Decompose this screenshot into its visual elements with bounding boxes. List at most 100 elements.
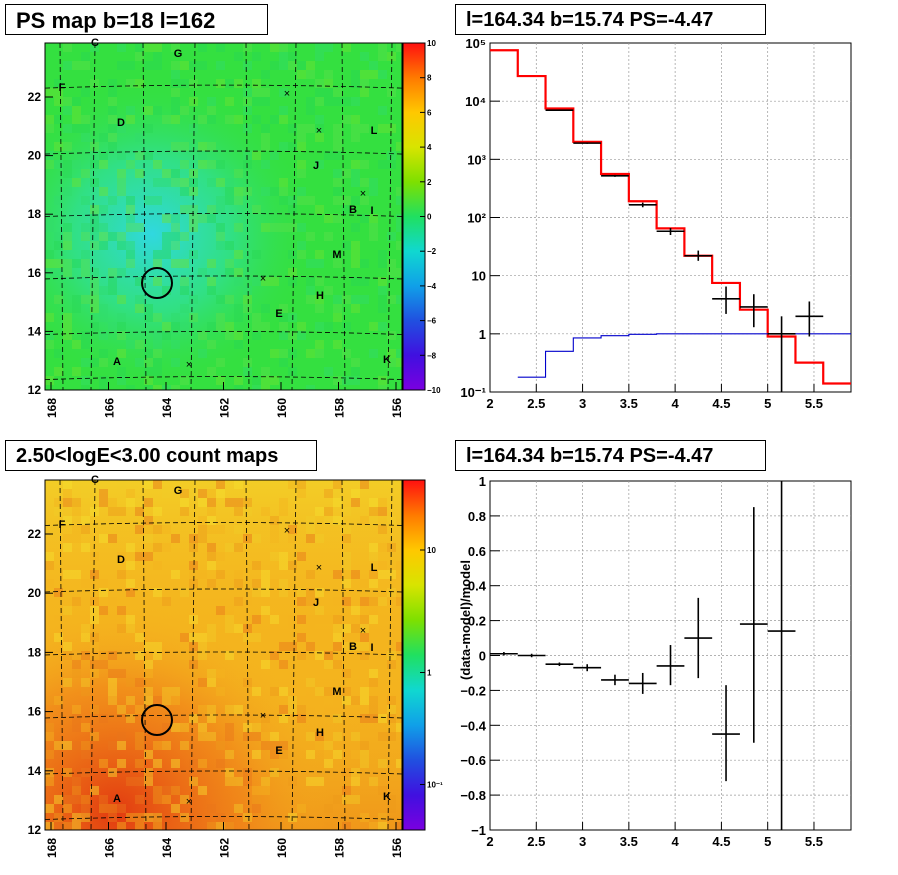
source-cross-marker: ×: [186, 359, 192, 371]
source-cross-marker: ×: [316, 125, 322, 137]
map-pixel: [108, 232, 117, 241]
map-pixel: [234, 507, 243, 516]
colorbar-tick-label: 10⁻¹: [427, 781, 443, 790]
map-pixel: [117, 331, 126, 340]
map-pixel: [243, 534, 252, 543]
map-pixel: [216, 376, 225, 385]
map-pixel: [153, 43, 162, 52]
map-pixel: [117, 705, 126, 714]
map-pixel: [99, 714, 108, 723]
map-pixel: [351, 277, 360, 286]
map-pixel: [360, 813, 369, 822]
map-pixel: [135, 678, 144, 687]
map-pixel: [270, 525, 279, 534]
map-pixel: [252, 79, 261, 88]
map-pixel: [108, 106, 117, 115]
map-pixel: [72, 597, 81, 606]
map-pixel: [351, 696, 360, 705]
map-pixel: [216, 223, 225, 232]
map-pixel: [99, 651, 108, 660]
map-pixel: [99, 489, 108, 498]
map-pixel: [171, 241, 180, 250]
map-pixel: [198, 349, 207, 358]
map-pixel: [81, 250, 90, 259]
x-tick-label: 3.5: [620, 396, 638, 411]
map-pixel: [396, 142, 402, 151]
map-pixel: [306, 732, 315, 741]
map-pixel: [378, 525, 387, 534]
map-pixel: [315, 277, 324, 286]
map-pixel: [225, 187, 234, 196]
map-pixel: [117, 187, 126, 196]
map-pixel: [261, 588, 270, 597]
map-pixel: [351, 795, 360, 804]
map-pixel: [72, 813, 81, 822]
map-pixel: [252, 277, 261, 286]
map-pixel: [297, 597, 306, 606]
map-pixel: [117, 606, 126, 615]
map-pixel: [270, 223, 279, 232]
map-pixel: [108, 804, 117, 813]
map-pixel: [216, 196, 225, 205]
map-pixel: [243, 97, 252, 106]
map-pixel: [162, 232, 171, 241]
y-tick-label: 0.6: [468, 544, 486, 559]
map-pixel: [360, 741, 369, 750]
map-pixel: [270, 187, 279, 196]
map-pixel: [216, 525, 225, 534]
map-pixel: [369, 822, 378, 830]
map-pixel: [252, 687, 261, 696]
map-pixel: [297, 142, 306, 151]
map-pixel: [378, 124, 387, 133]
map-pixel: [234, 579, 243, 588]
data-point: [545, 109, 574, 111]
map-pixel: [315, 160, 324, 169]
map-pixel: [198, 151, 207, 160]
map-pixel: [54, 367, 63, 376]
map-pixel: [369, 669, 378, 678]
map-pixel: [297, 489, 306, 498]
map-pixel: [180, 187, 189, 196]
map-pixel: [324, 822, 333, 830]
map-pixel: [333, 624, 342, 633]
map-pixel: [72, 498, 81, 507]
map-pixel: [342, 97, 351, 106]
map-pixel: [360, 642, 369, 651]
map-pixel: [225, 732, 234, 741]
map-pixel: [108, 507, 117, 516]
map-pixel: [117, 241, 126, 250]
map-pixel: [180, 642, 189, 651]
map-pixel: [63, 241, 72, 250]
source-label: B: [349, 204, 357, 216]
map-pixel: [252, 579, 261, 588]
map-pixel: [144, 813, 153, 822]
map-pixel: [117, 759, 126, 768]
map-pixel: [234, 196, 243, 205]
map-pixel: [108, 597, 117, 606]
map-pixel: [117, 322, 126, 331]
x-tick-label: 168: [45, 398, 59, 418]
map-pixel: [63, 169, 72, 178]
map-pixel: [315, 304, 324, 313]
map-pixel: [99, 331, 108, 340]
map-pixel: [306, 124, 315, 133]
map-pixel: [72, 97, 81, 106]
map-pixel: [153, 543, 162, 552]
map-pixel: [297, 633, 306, 642]
map-pixel: [387, 349, 396, 358]
map-pixel: [360, 70, 369, 79]
map-pixel: [288, 52, 297, 61]
map-pixel: [63, 160, 72, 169]
map-pixel: [261, 786, 270, 795]
map-pixel: [261, 97, 270, 106]
map-pixel: [324, 696, 333, 705]
map-pixel: [171, 70, 180, 79]
map-pixel: [360, 214, 369, 223]
source-cross-marker: ×: [284, 525, 290, 537]
map-pixel: [324, 489, 333, 498]
map-pixel: [360, 196, 369, 205]
map-pixel: [72, 367, 81, 376]
map-pixel: [144, 552, 153, 561]
map-pixel: [234, 250, 243, 259]
x-tick-label: 156: [390, 838, 404, 858]
